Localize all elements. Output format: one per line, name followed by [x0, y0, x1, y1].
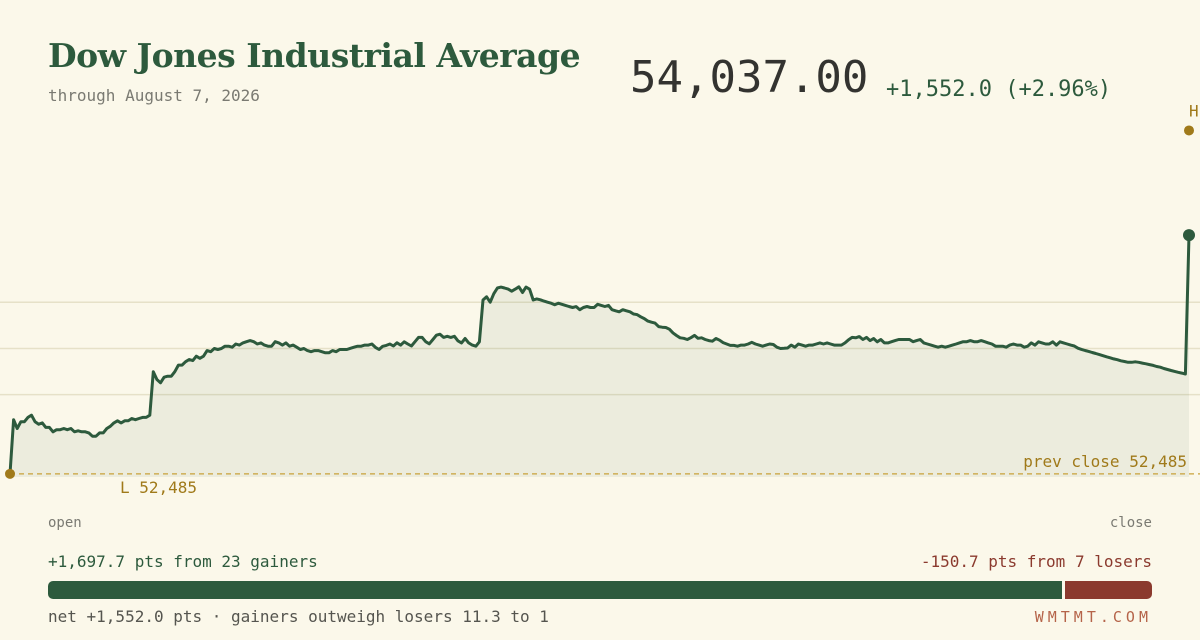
open-marker	[5, 468, 15, 479]
brand-mark: WMTMT.COM	[1034, 608, 1152, 626]
gainers-bar	[48, 581, 1063, 599]
gridlines	[0, 301, 1200, 396]
intraday-chart: H 54,717 L 52,485 prev close 52,485	[0, 101, 1200, 497]
losers-bar	[1065, 581, 1152, 599]
breadth-bar	[48, 581, 1152, 599]
index-change: +1,552.0 (+2.96%)	[886, 77, 1112, 102]
axis-open-label: open	[48, 515, 82, 531]
high-marker	[1184, 125, 1194, 136]
price-area	[10, 235, 1189, 477]
losers-summary: -150.7 pts from 7 losers	[920, 552, 1152, 571]
price-line	[8, 233, 1191, 476]
index-price: 54,037.00	[630, 52, 869, 103]
last-price-marker	[1183, 229, 1195, 242]
as-of-date: through August 7, 2026	[48, 86, 260, 105]
low-label: L 52,485	[120, 478, 197, 497]
gainers-summary: +1,697.7 pts from 23 gainers	[48, 552, 318, 571]
chart-title: Dow Jones Industrial Average	[48, 36, 581, 75]
axis-close-label: close	[1109, 515, 1152, 531]
high-label: H 54,717	[1189, 101, 1200, 120]
prev-close-label: prev close 52,485	[1023, 452, 1187, 471]
net-summary: net +1,552.0 pts · gainers outweigh lose…	[48, 607, 549, 626]
bar-divider	[1062, 581, 1066, 599]
